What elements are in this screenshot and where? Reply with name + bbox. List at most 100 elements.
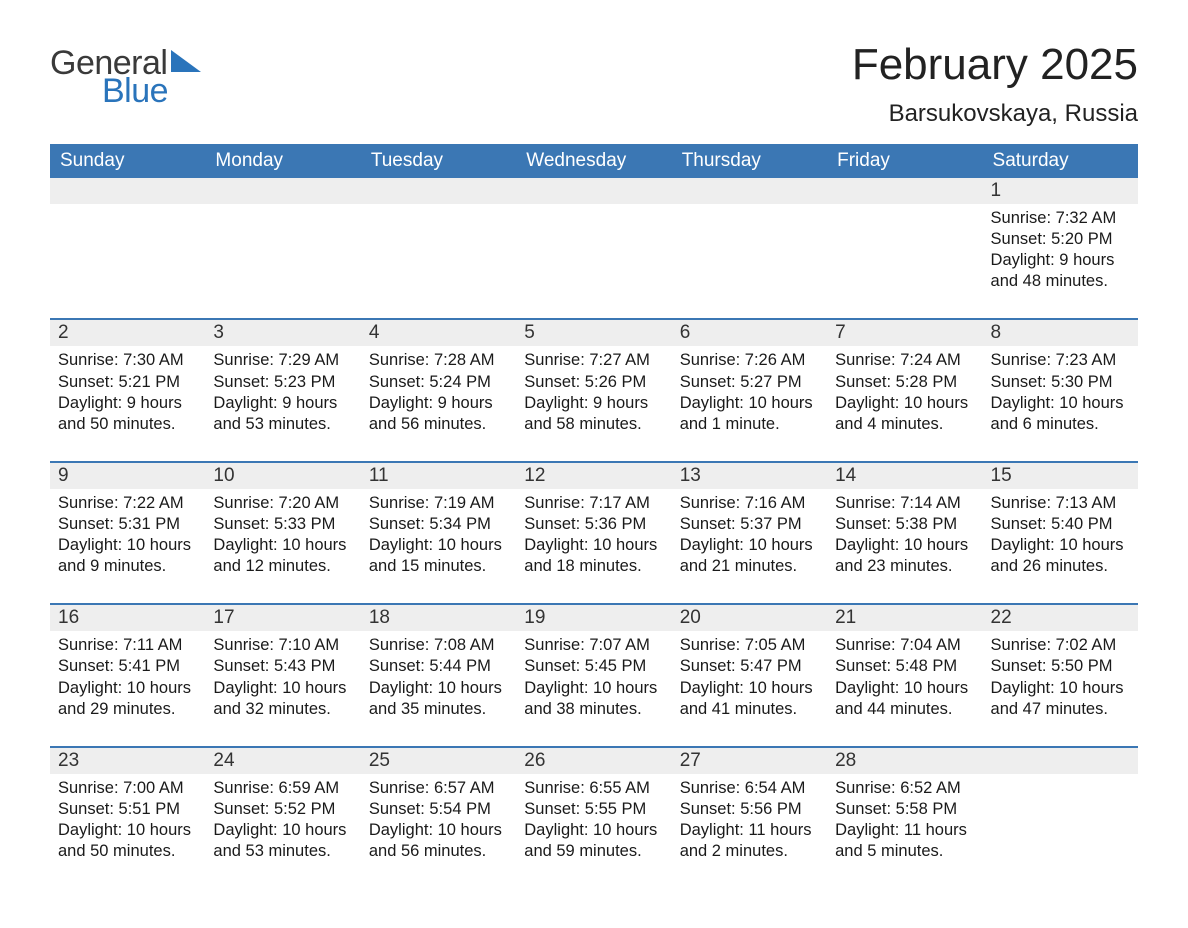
daylight-text: Daylight: 10 hours and 32 minutes.	[213, 678, 352, 720]
day-number-cell	[983, 747, 1138, 774]
sunrise-text: Sunrise: 7:23 AM	[991, 350, 1130, 371]
daylight-text: Daylight: 10 hours and 18 minutes.	[524, 535, 663, 577]
daylight-text: Daylight: 10 hours and 50 minutes.	[58, 820, 197, 862]
weekday-header: Saturday	[983, 144, 1138, 178]
weekday-header: Thursday	[672, 144, 827, 178]
sunset-text: Sunset: 5:23 PM	[213, 372, 352, 393]
sunrise-text: Sunrise: 7:02 AM	[991, 635, 1130, 656]
day-number-cell: 24	[205, 747, 360, 774]
weekday-header-row: SundayMondayTuesdayWednesdayThursdayFrid…	[50, 144, 1138, 178]
daylight-text: Daylight: 9 hours and 53 minutes.	[213, 393, 352, 435]
day-detail-cell: Sunrise: 7:27 AMSunset: 5:26 PMDaylight:…	[516, 346, 671, 461]
sunset-text: Sunset: 5:52 PM	[213, 799, 352, 820]
daylight-text: Daylight: 10 hours and 9 minutes.	[58, 535, 197, 577]
day-number-cell	[50, 178, 205, 204]
day-detail-row: Sunrise: 7:11 AMSunset: 5:41 PMDaylight:…	[50, 631, 1138, 746]
day-number-cell: 12	[516, 462, 671, 489]
day-number-row: 232425262728	[50, 747, 1138, 774]
sunset-text: Sunset: 5:34 PM	[369, 514, 508, 535]
day-detail-cell: Sunrise: 7:08 AMSunset: 5:44 PMDaylight:…	[361, 631, 516, 746]
header: General Blue February 2025 Barsukovskaya…	[50, 40, 1138, 138]
day-detail-cell: Sunrise: 6:59 AMSunset: 5:52 PMDaylight:…	[205, 774, 360, 888]
sunrise-text: Sunrise: 7:28 AM	[369, 350, 508, 371]
daylight-text: Daylight: 11 hours and 2 minutes.	[680, 820, 819, 862]
day-number-cell: 4	[361, 319, 516, 346]
sunset-text: Sunset: 5:38 PM	[835, 514, 974, 535]
day-number-cell: 15	[983, 462, 1138, 489]
day-number-cell: 27	[672, 747, 827, 774]
day-detail-cell	[361, 204, 516, 319]
daylight-text: Daylight: 10 hours and 59 minutes.	[524, 820, 663, 862]
sunset-text: Sunset: 5:33 PM	[213, 514, 352, 535]
daylight-text: Daylight: 10 hours and 6 minutes.	[991, 393, 1130, 435]
day-detail-cell: Sunrise: 7:07 AMSunset: 5:45 PMDaylight:…	[516, 631, 671, 746]
sunrise-text: Sunrise: 7:30 AM	[58, 350, 197, 371]
daylight-text: Daylight: 10 hours and 41 minutes.	[680, 678, 819, 720]
day-number-cell: 25	[361, 747, 516, 774]
sunrise-text: Sunrise: 7:24 AM	[835, 350, 974, 371]
day-detail-cell: Sunrise: 7:16 AMSunset: 5:37 PMDaylight:…	[672, 489, 827, 604]
day-number-cell: 7	[827, 319, 982, 346]
day-number-row: 16171819202122	[50, 604, 1138, 631]
day-number-row: 1	[50, 178, 1138, 204]
sunrise-text: Sunrise: 7:17 AM	[524, 493, 663, 514]
day-detail-cell	[827, 204, 982, 319]
day-number-cell	[827, 178, 982, 204]
daylight-text: Daylight: 9 hours and 48 minutes.	[991, 250, 1130, 292]
sunset-text: Sunset: 5:48 PM	[835, 656, 974, 677]
daylight-text: Daylight: 9 hours and 50 minutes.	[58, 393, 197, 435]
sunset-text: Sunset: 5:24 PM	[369, 372, 508, 393]
sunrise-text: Sunrise: 7:20 AM	[213, 493, 352, 514]
sunrise-text: Sunrise: 7:27 AM	[524, 350, 663, 371]
day-detail-cell: Sunrise: 7:13 AMSunset: 5:40 PMDaylight:…	[983, 489, 1138, 604]
day-detail-cell: Sunrise: 7:30 AMSunset: 5:21 PMDaylight:…	[50, 346, 205, 461]
daylight-text: Daylight: 9 hours and 58 minutes.	[524, 393, 663, 435]
day-detail-cell: Sunrise: 6:57 AMSunset: 5:54 PMDaylight:…	[361, 774, 516, 888]
day-detail-cell: Sunrise: 7:19 AMSunset: 5:34 PMDaylight:…	[361, 489, 516, 604]
day-detail-row: Sunrise: 7:00 AMSunset: 5:51 PMDaylight:…	[50, 774, 1138, 888]
day-detail-cell: Sunrise: 7:22 AMSunset: 5:31 PMDaylight:…	[50, 489, 205, 604]
weekday-header: Monday	[205, 144, 360, 178]
daylight-text: Daylight: 10 hours and 4 minutes.	[835, 393, 974, 435]
sunrise-text: Sunrise: 7:08 AM	[369, 635, 508, 656]
daylight-text: Daylight: 10 hours and 35 minutes.	[369, 678, 508, 720]
sunset-text: Sunset: 5:37 PM	[680, 514, 819, 535]
day-number-cell: 13	[672, 462, 827, 489]
sunrise-text: Sunrise: 7:29 AM	[213, 350, 352, 371]
day-number-cell: 2	[50, 319, 205, 346]
day-number-cell: 17	[205, 604, 360, 631]
day-number-cell: 6	[672, 319, 827, 346]
day-detail-cell: Sunrise: 6:54 AMSunset: 5:56 PMDaylight:…	[672, 774, 827, 888]
sunrise-text: Sunrise: 6:52 AM	[835, 778, 974, 799]
day-number-cell: 28	[827, 747, 982, 774]
title-block: February 2025 Barsukovskaya, Russia	[852, 40, 1138, 138]
day-detail-cell	[50, 204, 205, 319]
day-number-cell	[361, 178, 516, 204]
day-detail-cell: Sunrise: 7:29 AMSunset: 5:23 PMDaylight:…	[205, 346, 360, 461]
sunset-text: Sunset: 5:41 PM	[58, 656, 197, 677]
sunset-text: Sunset: 5:56 PM	[680, 799, 819, 820]
day-detail-row: Sunrise: 7:22 AMSunset: 5:31 PMDaylight:…	[50, 489, 1138, 604]
day-number-cell: 8	[983, 319, 1138, 346]
sunset-text: Sunset: 5:44 PM	[369, 656, 508, 677]
day-number-cell: 20	[672, 604, 827, 631]
day-number-cell: 10	[205, 462, 360, 489]
day-number-cell: 23	[50, 747, 205, 774]
daylight-text: Daylight: 10 hours and 44 minutes.	[835, 678, 974, 720]
day-number-cell: 26	[516, 747, 671, 774]
sunset-text: Sunset: 5:26 PM	[524, 372, 663, 393]
day-number-cell: 18	[361, 604, 516, 631]
day-detail-cell: Sunrise: 7:05 AMSunset: 5:47 PMDaylight:…	[672, 631, 827, 746]
daylight-text: Daylight: 10 hours and 38 minutes.	[524, 678, 663, 720]
sunset-text: Sunset: 5:58 PM	[835, 799, 974, 820]
sunrise-text: Sunrise: 7:14 AM	[835, 493, 974, 514]
day-number-cell	[672, 178, 827, 204]
daylight-text: Daylight: 9 hours and 56 minutes.	[369, 393, 508, 435]
sunrise-text: Sunrise: 7:10 AM	[213, 635, 352, 656]
day-detail-cell: Sunrise: 7:02 AMSunset: 5:50 PMDaylight:…	[983, 631, 1138, 746]
sunset-text: Sunset: 5:31 PM	[58, 514, 197, 535]
weekday-header: Sunday	[50, 144, 205, 178]
daylight-text: Daylight: 10 hours and 1 minute.	[680, 393, 819, 435]
day-number-cell: 11	[361, 462, 516, 489]
day-number-cell	[205, 178, 360, 204]
